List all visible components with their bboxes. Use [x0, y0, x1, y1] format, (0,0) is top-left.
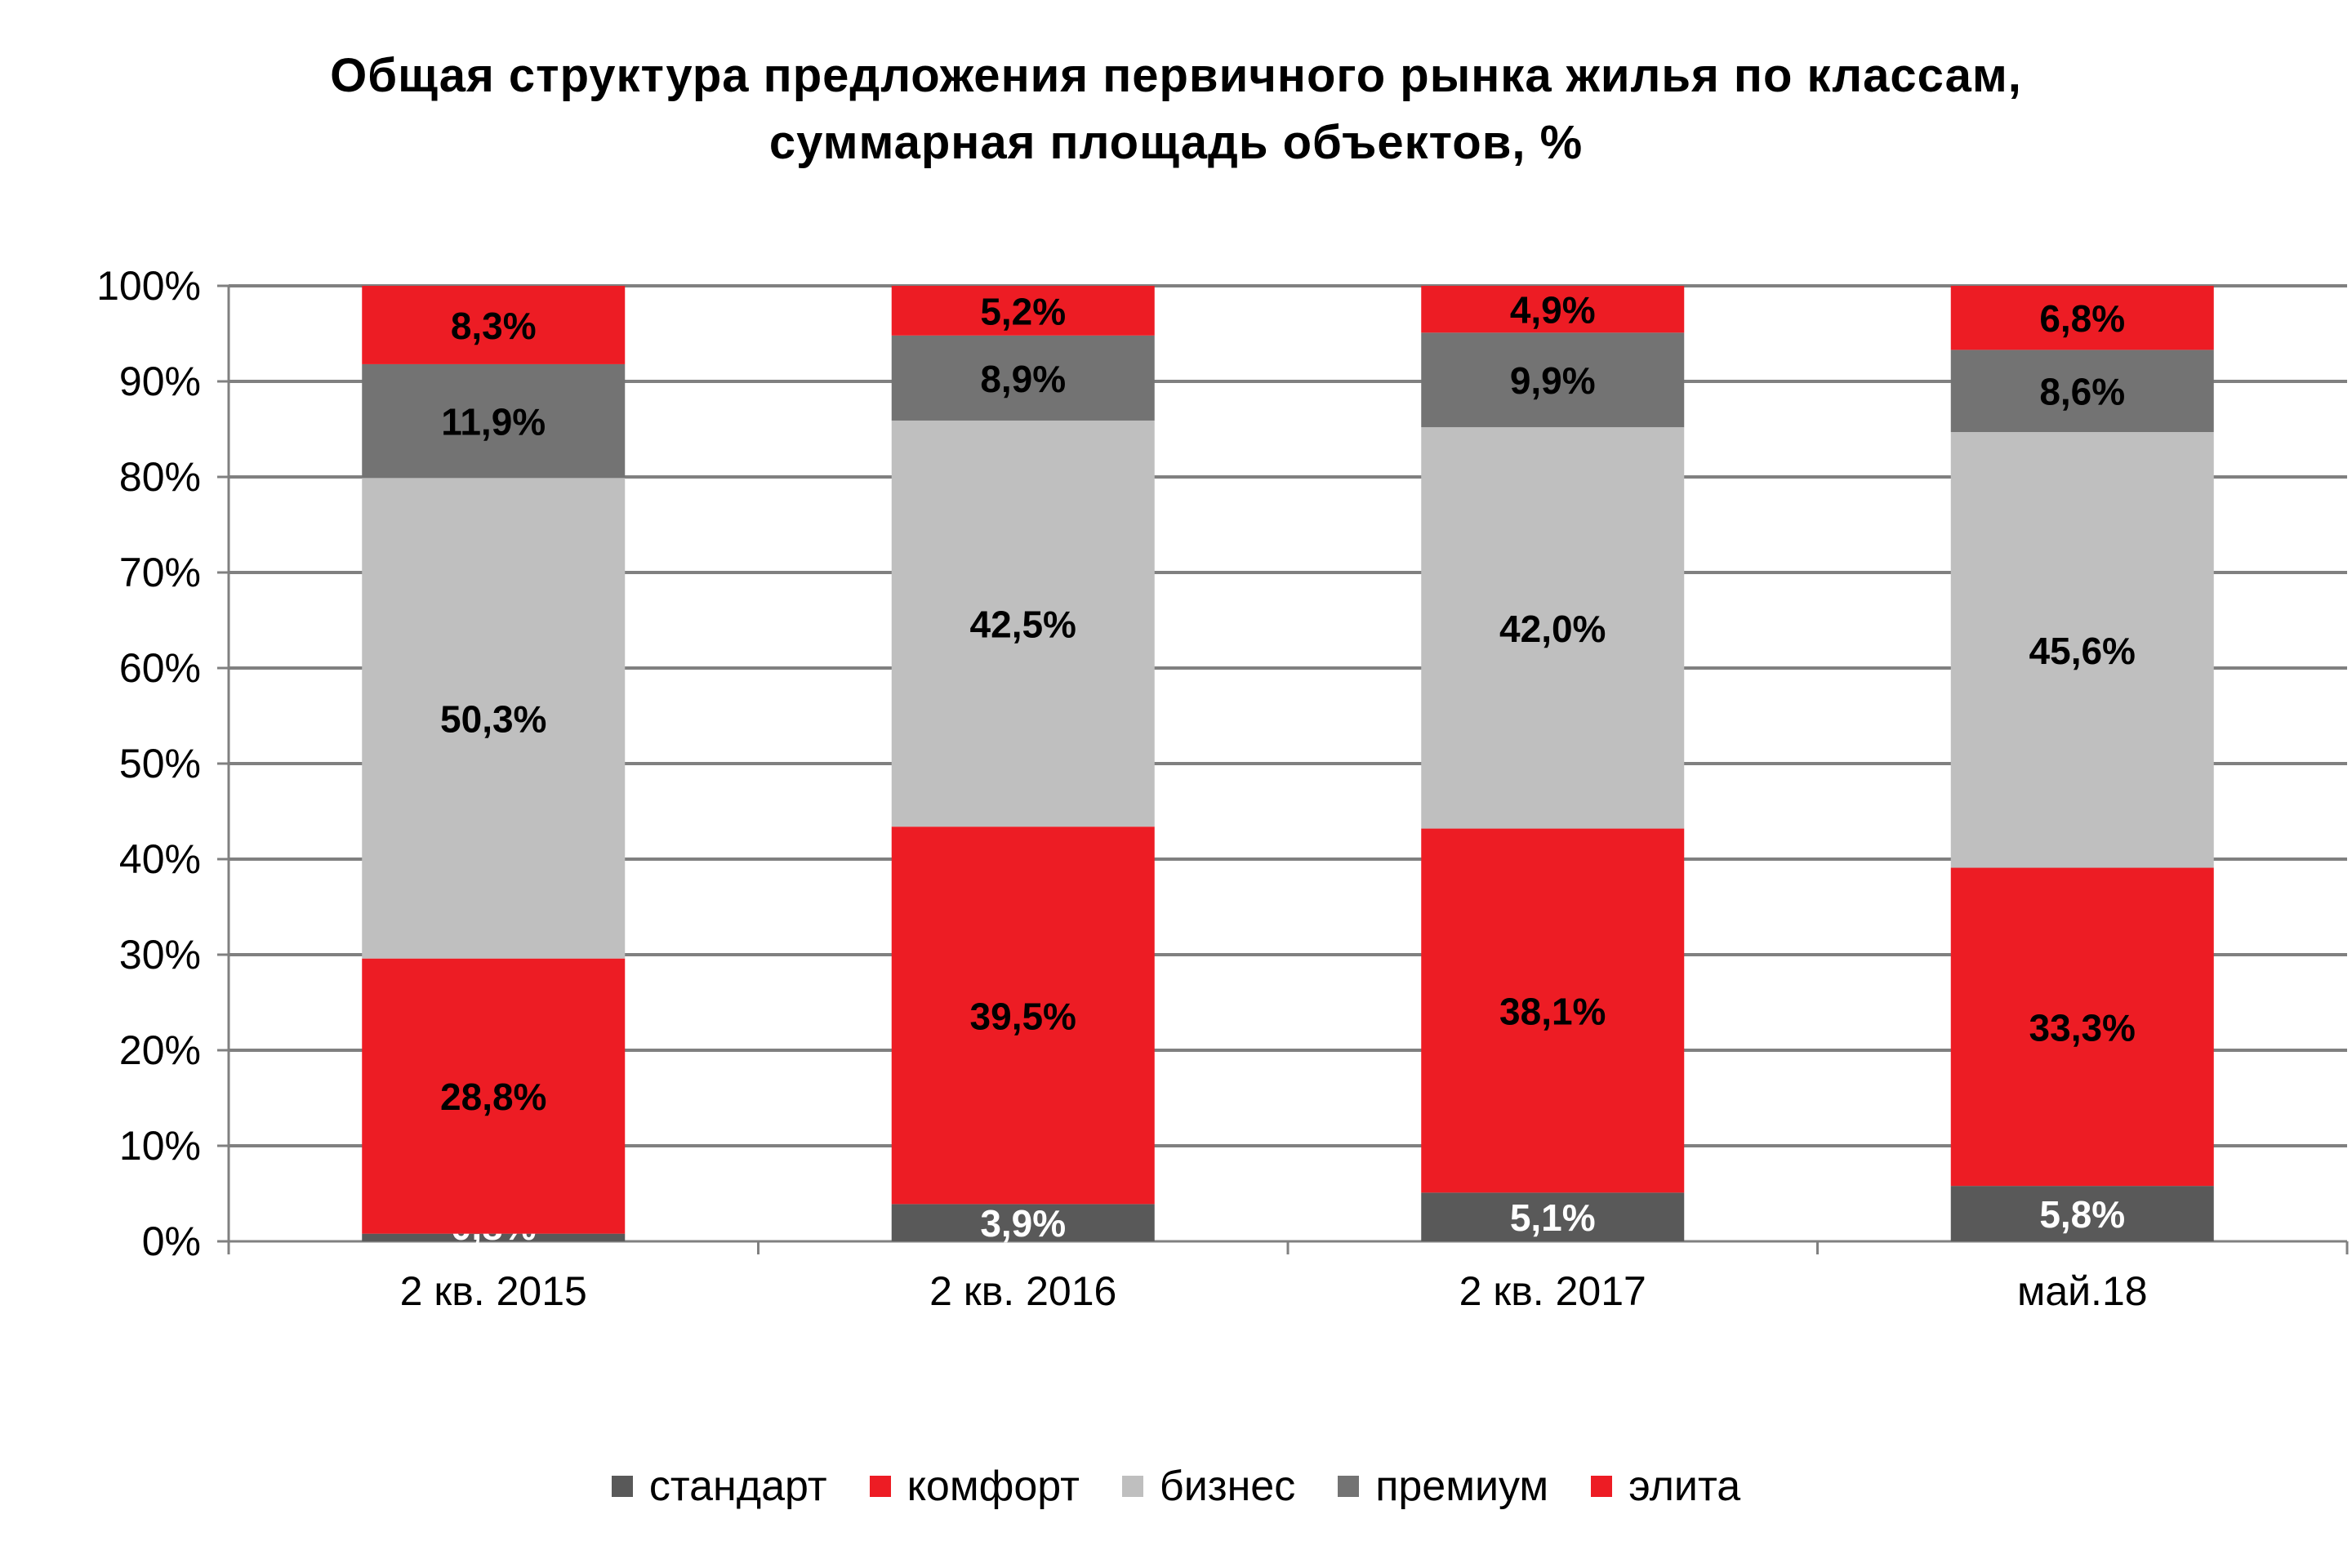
- bar-segment-комфорт: [891, 826, 1155, 1205]
- data-label-премиум: 9,9%: [1510, 359, 1596, 402]
- y-tick-label: 0%: [142, 1218, 201, 1264]
- legend-item-элита: элита: [1591, 1462, 1740, 1511]
- bar-segment-стандарт: [1421, 1192, 1685, 1241]
- y-tick-label: 60%: [119, 645, 201, 691]
- data-label-бизнес: 50,3%: [440, 697, 546, 740]
- y-tick-label: 100%: [96, 263, 201, 309]
- legend-label: премиум: [1375, 1463, 1549, 1510]
- y-tick-label: 20%: [119, 1027, 201, 1073]
- legend-swatch: [869, 1476, 891, 1497]
- x-category-label: 2 кв. 2016: [929, 1268, 1116, 1314]
- bar-segment-элита: [1950, 286, 2214, 350]
- data-label-комфорт: 28,8%: [440, 1076, 546, 1118]
- chart-title-line-1: Общая структура предложения первичного р…: [330, 49, 2022, 102]
- bar-segment-премиум: [891, 335, 1155, 421]
- bar-segment-комфорт: [362, 958, 626, 1234]
- data-label-комфорт: 39,5%: [970, 995, 1076, 1037]
- legend-item-бизнес: бизнес: [1121, 1462, 1296, 1511]
- bar-segment-премиум: [362, 363, 626, 479]
- legend-swatch: [1121, 1476, 1143, 1497]
- y-tick-label: 70%: [119, 550, 201, 595]
- legend-item-комфорт: комфорт: [869, 1462, 1080, 1511]
- bar-segment-стандарт: [1950, 1186, 2214, 1241]
- bar-segment-бизнес: [1950, 432, 2214, 868]
- data-label-элита: 6,8%: [2039, 297, 2125, 340]
- data-label-комфорт: 33,3%: [2029, 1006, 2136, 1049]
- bar-segment-премиум: [1421, 332, 1685, 428]
- y-tick-label: 80%: [119, 454, 201, 500]
- bar-segment-элита: [891, 286, 1155, 336]
- bar-segment-премиум: [1950, 350, 2214, 433]
- data-label-бизнес: 42,0%: [1499, 608, 1606, 650]
- y-tick-label: 40%: [119, 836, 201, 882]
- bar-segment-стандарт: [362, 1233, 626, 1241]
- bar-segment-бизнес: [362, 478, 626, 959]
- data-label-бизнес: 45,6%: [2029, 630, 2136, 672]
- bar-segment-стандарт: [891, 1204, 1155, 1241]
- legend-swatch: [1338, 1476, 1360, 1497]
- bar-segment-комфорт: [1421, 828, 1685, 1193]
- data-label-премиум: 8,6%: [2039, 371, 2125, 413]
- data-label-бизнес: 42,5%: [970, 604, 1076, 646]
- data-label-премиум: 11,9%: [441, 401, 546, 443]
- y-tick-label: 10%: [119, 1123, 201, 1169]
- legend-label: элита: [1628, 1463, 1741, 1510]
- y-tick-label: 30%: [119, 932, 201, 978]
- x-category-label: май.18: [2017, 1268, 2148, 1314]
- legend-label: комфорт: [906, 1463, 1080, 1510]
- x-category-label: 2 кв. 2017: [1459, 1268, 1646, 1314]
- bar-segment-комфорт: [1950, 867, 2214, 1187]
- legend-label: бизнес: [1159, 1463, 1296, 1510]
- y-tick-label: 50%: [119, 741, 201, 786]
- x-category-label: 2 кв. 2015: [400, 1268, 587, 1314]
- legend-swatch: [1591, 1476, 1613, 1497]
- data-label-элита: 8,3%: [451, 305, 537, 347]
- legend-swatch: [611, 1476, 633, 1497]
- bar-segment-бизнес: [891, 420, 1155, 827]
- bar-segment-элита: [362, 286, 626, 364]
- data-label-элита: 5,2%: [980, 290, 1066, 332]
- data-label-комфорт: 38,1%: [1499, 990, 1606, 1032]
- chart-title: Общая структура предложения первичного р…: [0, 42, 2352, 176]
- data-label-стандарт: 3,9%: [980, 1202, 1066, 1245]
- bar-segment-элита: [1421, 286, 1685, 333]
- legend-item-премиум: премиум: [1338, 1462, 1548, 1511]
- y-tick-label: 90%: [119, 359, 201, 404]
- legend-label: стандарт: [648, 1463, 827, 1510]
- data-label-элита: 4,9%: [1510, 289, 1596, 332]
- chart-title-line-2: суммарная площадь объектов, %: [768, 116, 1584, 169]
- legend-item-стандарт: стандарт: [611, 1462, 827, 1511]
- data-label-премиум: 8,9%: [980, 358, 1066, 400]
- bar-segment-бизнес: [1421, 427, 1685, 829]
- chart-legend: стандарт комфорт бизнес премиум элита: [0, 1462, 2352, 1511]
- data-label-стандарт: 5,1%: [1510, 1196, 1596, 1239]
- data-label-стандарт: 5,8%: [2039, 1193, 2125, 1236]
